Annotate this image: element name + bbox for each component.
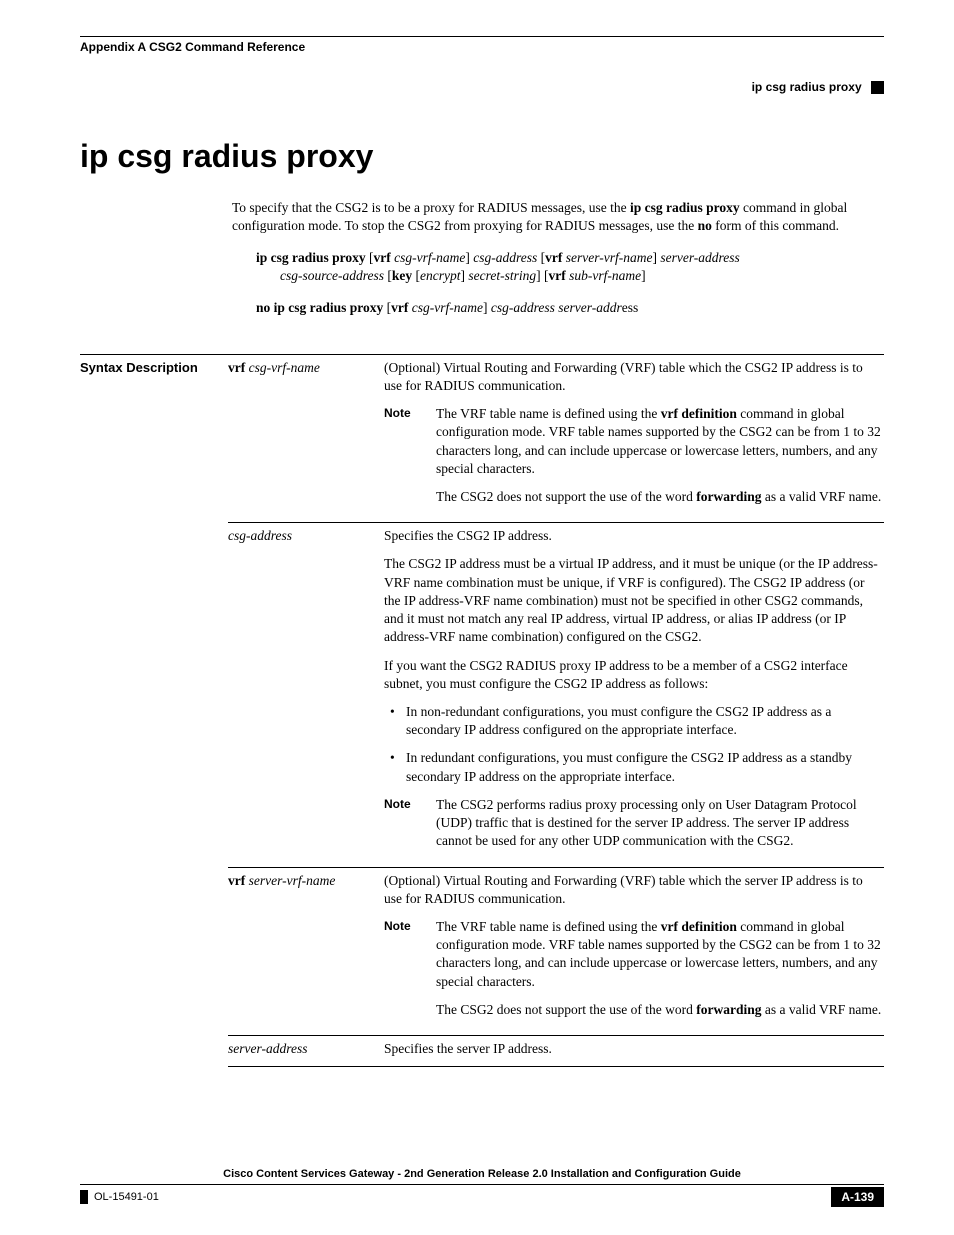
syntax-block-2: no ip csg radius proxy [vrf csg-vrf-name… <box>232 299 884 317</box>
note-block: Note The CSG2 performs radius proxy proc… <box>384 796 884 851</box>
desc-text: Specifies the CSG2 IP address. <box>384 527 884 545</box>
note-block: Note The VRF table name is defined using… <box>384 405 884 506</box>
bullet-list: In non-redundant configurations, you mus… <box>384 703 884 786</box>
footer-title: Cisco Content Services Gateway - 2nd Gen… <box>80 1167 884 1185</box>
syntax-block-1: ip csg radius proxy [vrf csg-vrf-name] c… <box>232 249 884 285</box>
note-body: The VRF table name is defined using the … <box>436 405 884 506</box>
list-item: In redundant configurations, you must co… <box>384 749 884 785</box>
header-right-block: ip csg radius proxy <box>80 77 884 95</box>
desc-cell: Specifies the CSG2 IP address. The CSG2 … <box>384 527 884 860</box>
desc-text: (Optional) Virtual Routing and Forwardin… <box>384 872 884 908</box>
param-cell: csg-address <box>228 527 384 860</box>
note-p2: The CSG2 does not support the use of the… <box>436 1001 884 1019</box>
table-row: vrf server-vrf-name (Optional) Virtual R… <box>228 868 884 1037</box>
note-block: Note The VRF table name is defined using… <box>384 918 884 1019</box>
syntax-line-1b: csg-source-address [key [encrypt] secret… <box>256 267 884 285</box>
syntax-description-section: Syntax Description vrf csg-vrf-name (Opt… <box>80 354 884 1068</box>
intro-paragraph: To specify that the CSG2 is to be a prox… <box>232 199 884 235</box>
syntax-line-2: no ip csg radius proxy [vrf csg-vrf-name… <box>256 299 884 317</box>
header-left: Appendix A CSG2 Command Reference <box>80 39 305 55</box>
table-row: csg-address Specifies the CSG2 IP addres… <box>228 523 884 867</box>
desc-cell: (Optional) Virtual Routing and Forwardin… <box>384 359 884 517</box>
header-row: Appendix A CSG2 Command Reference <box>80 39 884 55</box>
param-cell: vrf csg-vrf-name <box>228 359 384 517</box>
note-body: The CSG2 performs radius proxy processin… <box>436 796 884 851</box>
header-right: ip csg radius proxy <box>752 79 862 95</box>
syntax-line-1a: ip csg radius proxy [vrf csg-vrf-name] c… <box>256 249 884 267</box>
note-label: Note <box>384 405 436 506</box>
footer-doc-id: OL-15491-01 <box>80 1190 159 1204</box>
note-body: The VRF table name is defined using the … <box>436 918 884 1019</box>
page-title: ip csg radius proxy <box>80 135 884 178</box>
param-cell: server-address <box>228 1040 384 1060</box>
header-marker <box>871 81 884 94</box>
desc-text: If you want the CSG2 RADIUS proxy IP add… <box>384 657 884 693</box>
note-p1: The VRF table name is defined using the … <box>436 918 884 991</box>
intro-block: To specify that the CSG2 is to be a prox… <box>232 199 884 235</box>
page: Appendix A CSG2 Command Reference ip csg… <box>0 0 954 1235</box>
note-p: The CSG2 performs radius proxy processin… <box>436 796 884 851</box>
table-row: vrf csg-vrf-name (Optional) Virtual Rout… <box>228 355 884 524</box>
param-cell: vrf server-vrf-name <box>228 872 384 1030</box>
footer-page-number: A-139 <box>831 1187 884 1207</box>
table-row: server-address Specifies the server IP a… <box>228 1036 884 1067</box>
note-p2: The CSG2 does not support the use of the… <box>436 488 884 506</box>
note-p1: The VRF table name is defined using the … <box>436 405 884 478</box>
section-label: Syntax Description <box>80 354 228 377</box>
footer: Cisco Content Services Gateway - 2nd Gen… <box>80 1167 884 1207</box>
list-item: In non-redundant configurations, you mus… <box>384 703 884 739</box>
note-label: Note <box>384 918 436 1019</box>
syntax-table: vrf csg-vrf-name (Optional) Virtual Rout… <box>228 354 884 1068</box>
desc-text: Specifies the server IP address. <box>384 1040 884 1058</box>
note-label: Note <box>384 796 436 851</box>
desc-text: The CSG2 IP address must be a virtual IP… <box>384 555 884 646</box>
desc-text: (Optional) Virtual Routing and Forwardin… <box>384 359 884 395</box>
desc-cell: Specifies the server IP address. <box>384 1040 884 1060</box>
footer-row: OL-15491-01 A-139 <box>80 1187 884 1207</box>
header-rule <box>80 36 884 37</box>
desc-cell: (Optional) Virtual Routing and Forwardin… <box>384 872 884 1030</box>
